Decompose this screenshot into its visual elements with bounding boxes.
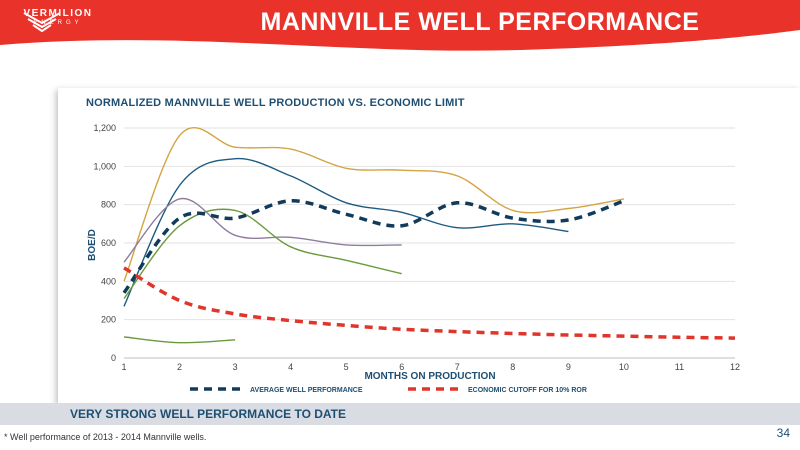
grid-lines: [124, 127, 735, 359]
header-background: [0, 0, 800, 60]
chart-title: NORMALIZED MANNVILLE WELL PRODUCTION VS.…: [86, 97, 465, 109]
x-tick-label: 12: [730, 362, 740, 372]
y-tick-label: 600: [101, 238, 116, 248]
legend-label: ECONOMIC CUTOFF FOR 10% ROR: [468, 387, 587, 394]
series-line-3: [123, 198, 402, 263]
takeaway-text: VERY STRONG WELL PERFORMANCE TO DATE: [70, 407, 347, 421]
y-tick-label: 200: [101, 315, 116, 325]
page-number: 34: [776, 426, 790, 440]
x-tick-label: 3: [233, 362, 238, 372]
y-tick-label: 0: [111, 353, 116, 363]
series-line-2: [123, 157, 569, 307]
x-tick-label: 11: [675, 362, 684, 372]
series-line-1: [123, 127, 625, 282]
series-line-5: [123, 336, 236, 344]
x-tick-label: 2: [177, 362, 182, 372]
page-title: MANNVILLE WELL PERFORMANCE: [260, 8, 700, 36]
x-tick-label: 1: [121, 362, 126, 372]
y-tick-label: 1,200: [93, 123, 116, 133]
x-tick-label: 9: [566, 362, 571, 372]
series-line-4: [123, 208, 402, 300]
y-tick-label: 800: [101, 200, 116, 210]
y-axis-title: BOE/D: [87, 229, 98, 261]
chevron-logo-icon: [23, 12, 61, 33]
x-tick-label: 5: [344, 362, 349, 372]
x-tick-label: 8: [510, 362, 515, 372]
chart-card: [58, 88, 800, 404]
x-tick-label: 10: [619, 362, 629, 372]
x-axis-title: MONTHS ON PRODUCTION: [364, 371, 495, 382]
legend-label: AVERAGE WELL PERFORMANCE: [250, 387, 363, 394]
header-banner: VERMILION ENERGY MANNVILLE WELL PERFORMA…: [0, 0, 800, 60]
footnote: * Well performance of 2013 - 2014 Mannvi…: [4, 432, 207, 442]
series-line-economic-cutoff: [123, 266, 736, 340]
legend: AVERAGE WELL PERFORMANCE ECONOMIC CUTOFF …: [190, 387, 587, 394]
y-tick-label: 400: [101, 276, 116, 286]
series-lines: [122, 127, 736, 344]
series-line-average-well: [122, 199, 625, 294]
company-logo: VERMILION ENERGY: [22, 8, 94, 60]
takeaway-band: [0, 403, 800, 425]
logo-subtitle: ENERGY: [33, 20, 83, 26]
x-tick-label: 4: [288, 362, 293, 372]
y-tick-label: 1,000: [93, 161, 116, 171]
x-tick-label: 7: [455, 362, 460, 372]
x-tick-label: 6: [399, 362, 404, 372]
